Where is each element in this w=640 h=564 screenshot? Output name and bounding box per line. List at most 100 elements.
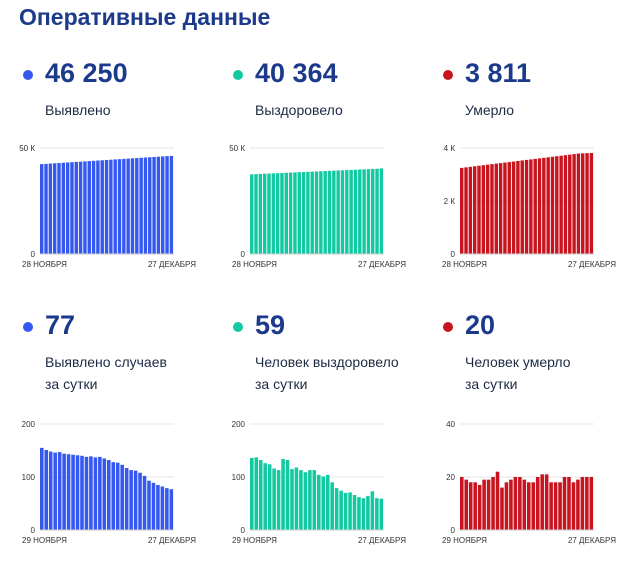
chart-recovered-daily: 0 100 200 29 НОЯБРЯ 27 ДЕКАБРЯ (232, 420, 407, 545)
bar (93, 457, 98, 530)
bar (371, 168, 375, 254)
bar (263, 463, 267, 530)
bar (375, 498, 379, 530)
bar (258, 460, 263, 530)
bar (332, 170, 336, 254)
bar (327, 170, 332, 254)
y-tick-label: 0 (451, 250, 456, 259)
bar (78, 161, 83, 254)
card-detected-daily: 77 Выявлено случаев за сутки 0 100 200 29 Н… (0, 302, 200, 562)
bar (358, 169, 362, 254)
bar (297, 172, 301, 254)
bar (107, 460, 111, 530)
bar (288, 172, 293, 254)
chart-detected-total: 0 50 К 28 НОЯБРЯ 27 ДЕКАБРЯ (19, 144, 196, 269)
bar (254, 457, 259, 530)
bar (379, 168, 384, 254)
bar (40, 447, 44, 530)
bar (135, 158, 139, 254)
bar (585, 153, 589, 254)
bar (254, 174, 258, 254)
metric-value: 20 (465, 310, 496, 340)
bar (53, 452, 57, 530)
bar (293, 172, 297, 254)
bar (507, 162, 511, 254)
bar (151, 482, 156, 530)
bar (147, 480, 151, 530)
bar (262, 173, 267, 254)
y-tick-label: 100 (232, 473, 246, 482)
card-recovered-daily: 59 Человек выздоровело за сутки 0 100 200 2… (210, 302, 410, 562)
bar (345, 170, 349, 254)
bar (284, 172, 288, 254)
bar (250, 174, 254, 254)
bar (308, 470, 312, 530)
bar (361, 498, 366, 530)
x-tick-label-end: 27 ДЕКАБРЯ (148, 260, 196, 269)
bar (87, 161, 91, 254)
bar (580, 477, 585, 530)
bar (294, 467, 299, 530)
bar (362, 169, 366, 254)
y-tick-label: 0 (241, 250, 246, 259)
bar (139, 157, 143, 254)
bar (109, 159, 113, 254)
metric-value: 3 811 (465, 58, 532, 88)
card-detected-total: 46 250 Выявлено 0 50 К 28 НОЯБРЯ 27 ДЕКАБРЯ (0, 50, 200, 310)
bar (142, 475, 147, 530)
bar (113, 159, 117, 254)
bar (84, 456, 89, 530)
bar (481, 165, 486, 254)
series-dot-icon (23, 70, 33, 80)
bar (61, 162, 66, 254)
series-dot-icon (233, 322, 243, 332)
bar (509, 479, 513, 530)
y-tick-label: 50 К (19, 144, 35, 153)
bar (66, 454, 71, 530)
bar (267, 464, 272, 530)
bar (339, 490, 343, 530)
bar (74, 161, 78, 254)
bar (102, 458, 107, 530)
bar (353, 169, 358, 254)
bar (348, 492, 352, 530)
bar (352, 495, 357, 530)
bar (120, 464, 124, 530)
bar (349, 169, 353, 254)
bar (70, 162, 74, 254)
chart-detected-daily: 0 100 200 29 НОЯБРЯ 27 ДЕКАБРЯ (22, 420, 197, 545)
bar (115, 462, 120, 530)
series-dot-icon (233, 70, 243, 80)
bar (533, 158, 537, 254)
x-tick-label-start: 28 НОЯБРЯ (232, 260, 277, 269)
bar (312, 470, 317, 530)
y-tick-label: 200 (22, 420, 36, 429)
bar (524, 159, 529, 254)
card-deaths-total: 3 811 Умерло 0 2 К 4 К 28 НОЯБРЯ 27 ДЕКАБРЯ (420, 50, 620, 310)
bar (156, 484, 160, 530)
bar (366, 169, 371, 254)
bar (40, 164, 44, 254)
bar (325, 474, 330, 530)
series-dot-icon (443, 322, 453, 332)
bar (319, 171, 323, 254)
bar (576, 479, 580, 530)
bar (464, 167, 468, 254)
metric-label-line-1: Человек выздоровело (255, 354, 399, 370)
bar (571, 482, 576, 530)
bar (71, 454, 75, 530)
bar (156, 156, 161, 254)
bar (100, 160, 104, 254)
bar (482, 479, 486, 530)
bar (122, 158, 126, 254)
bar (357, 497, 361, 530)
bar (568, 154, 572, 255)
bar (285, 460, 290, 530)
metric-label-line-2: за сутки (45, 376, 98, 392)
x-tick-label-end: 27 ДЕКАБРЯ (568, 260, 616, 269)
bar (321, 476, 326, 530)
bar (250, 457, 254, 530)
metric-label-line-1: Выявлено случаев (45, 354, 167, 370)
metric-label-line-1: Умерло (465, 102, 515, 118)
bar (520, 160, 524, 254)
